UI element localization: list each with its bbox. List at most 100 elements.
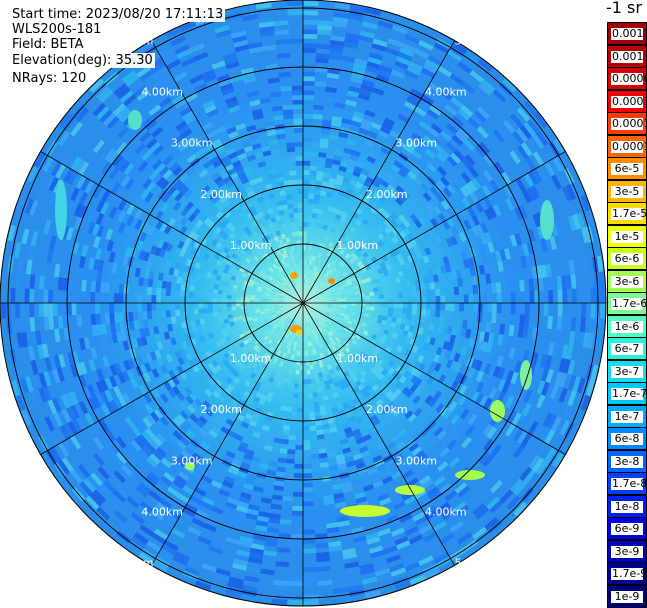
backscatter-cell bbox=[285, 333, 290, 339]
backscatter-cell bbox=[352, 170, 361, 178]
backscatter-cell bbox=[335, 291, 341, 295]
backscatter-cell bbox=[366, 155, 377, 164]
backscatter-cell bbox=[561, 275, 568, 290]
backscatter-cell bbox=[361, 278, 367, 284]
backscatter-cell bbox=[317, 322, 322, 327]
backscatter-cell bbox=[351, 526, 365, 535]
backscatter-cell bbox=[266, 130, 277, 137]
backscatter-cell bbox=[554, 371, 563, 387]
backscatter-cell bbox=[70, 469, 83, 485]
backscatter-cell bbox=[379, 125, 392, 135]
backscatter-cell bbox=[334, 497, 346, 504]
backscatter-cell bbox=[116, 126, 130, 139]
backscatter-cell bbox=[380, 146, 391, 156]
backscatter-cell bbox=[287, 261, 292, 267]
backscatter-cell bbox=[388, 307, 394, 313]
backscatter-cell bbox=[188, 238, 197, 247]
backscatter-cell bbox=[180, 128, 193, 139]
backscatter-cell bbox=[123, 360, 131, 371]
backscatter-cell bbox=[268, 267, 274, 273]
backscatter-cell bbox=[108, 251, 116, 263]
backscatter-cell bbox=[402, 469, 414, 480]
backscatter-cell bbox=[332, 283, 338, 288]
backscatter-cell bbox=[398, 375, 407, 384]
backscatter-cell bbox=[444, 333, 452, 343]
backscatter-cell bbox=[43, 219, 52, 235]
backscatter-cell bbox=[342, 355, 349, 362]
backscatter-cell bbox=[256, 258, 263, 265]
backscatter-cell bbox=[282, 495, 293, 502]
backscatter-cell bbox=[362, 391, 371, 399]
backscatter-cell bbox=[141, 478, 155, 491]
backscatter-cell bbox=[320, 264, 325, 270]
backscatter-cell bbox=[340, 262, 346, 268]
backscatter-cell bbox=[241, 272, 248, 278]
backscatter-cell bbox=[271, 287, 277, 292]
backscatter-cell bbox=[548, 289, 554, 303]
backscatter-cell bbox=[418, 216, 427, 226]
backscatter-cell bbox=[294, 142, 303, 147]
backscatter-cell bbox=[236, 168, 246, 177]
backscatter-cell bbox=[273, 304, 279, 307]
backscatter-cell bbox=[275, 471, 286, 478]
backscatter-cell bbox=[216, 73, 231, 83]
backscatter-cell bbox=[177, 471, 190, 482]
backscatter-cell bbox=[93, 122, 107, 137]
backscatter-cell bbox=[281, 258, 286, 265]
backscatter-cell bbox=[47, 191, 58, 207]
backscatter-cell bbox=[245, 299, 251, 303]
backscatter-cell bbox=[252, 317, 259, 322]
backscatter-cell bbox=[352, 531, 366, 539]
backscatter-cell bbox=[104, 148, 116, 162]
backscatter-cell bbox=[81, 244, 89, 257]
backscatter-cell bbox=[501, 78, 517, 93]
backscatter-cell bbox=[275, 215, 281, 222]
backscatter-cell bbox=[475, 224, 485, 236]
backscatter-cell bbox=[240, 263, 247, 270]
backscatter-cell bbox=[149, 351, 158, 361]
backscatter-cell bbox=[268, 377, 274, 384]
backscatter-cell bbox=[144, 191, 154, 203]
backscatter-cell bbox=[450, 360, 458, 371]
backscatter-cell bbox=[229, 246, 237, 253]
backscatter-cell bbox=[176, 440, 187, 451]
backscatter-cell bbox=[570, 274, 577, 289]
backscatter-cell bbox=[303, 581, 318, 587]
backscatter-cell bbox=[244, 412, 253, 421]
backscatter-cell bbox=[315, 533, 328, 539]
backscatter-cell bbox=[507, 410, 518, 424]
backscatter-cell bbox=[38, 303, 44, 317]
backscatter-cell bbox=[250, 294, 256, 298]
backscatter-cell bbox=[110, 182, 121, 195]
backscatter-cell bbox=[505, 197, 515, 211]
backscatter-cell bbox=[134, 142, 146, 155]
colorbar-label: 1.7e-8 bbox=[611, 477, 647, 491]
backscatter-cell bbox=[292, 95, 303, 100]
backscatter-cell bbox=[360, 168, 370, 177]
backscatter-cell bbox=[556, 275, 563, 290]
backscatter-cell bbox=[222, 480, 234, 489]
backscatter-cell bbox=[391, 228, 400, 236]
backscatter-cell bbox=[426, 376, 435, 386]
backscatter-cell bbox=[231, 458, 242, 467]
backscatter-cell bbox=[245, 296, 251, 301]
backscatter-cell bbox=[304, 273, 307, 279]
backscatter-cell bbox=[232, 35, 248, 44]
backscatter-cell bbox=[314, 373, 319, 379]
backscatter-cell bbox=[260, 357, 267, 364]
backscatter-cell bbox=[358, 376, 366, 384]
backscatter-cell bbox=[463, 258, 470, 269]
backscatter-cell bbox=[307, 255, 311, 261]
backscatter-cell bbox=[520, 432, 532, 448]
backscatter-cell bbox=[568, 260, 576, 275]
backscatter-cell bbox=[216, 179, 226, 188]
backscatter-cell bbox=[207, 151, 218, 161]
backscatter-cell bbox=[352, 255, 359, 261]
backscatter-cell bbox=[350, 252, 357, 259]
backscatter-cell bbox=[178, 453, 190, 464]
backscatter-cell bbox=[251, 286, 258, 291]
backscatter-cell bbox=[321, 119, 332, 126]
backscatter-cell bbox=[285, 237, 291, 243]
backscatter-cell bbox=[142, 303, 147, 312]
backscatter-cell bbox=[240, 67, 254, 75]
